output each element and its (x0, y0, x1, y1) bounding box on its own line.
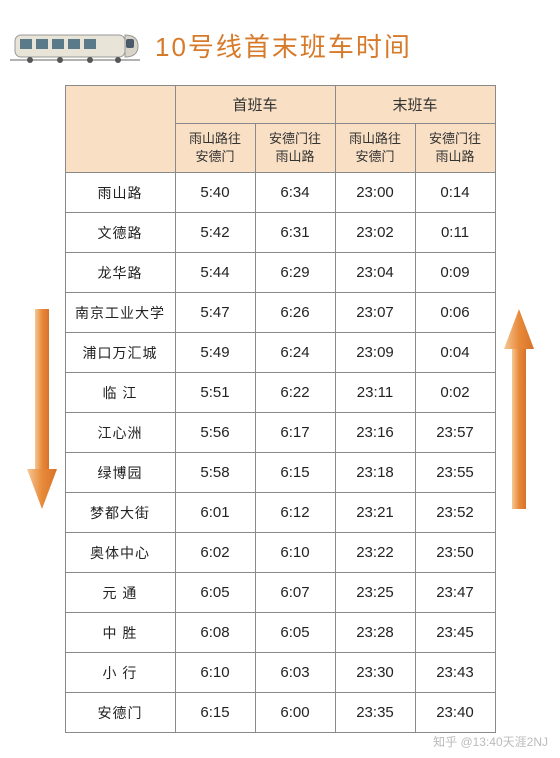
table-row: 梦都大街6:016:1223:2123:52 (65, 493, 495, 533)
last-dir1-cell: 23:04 (335, 253, 415, 293)
station-name: 元 通 (65, 573, 175, 613)
last-dir1-cell: 23:11 (335, 373, 415, 413)
last-dir1-cell: 23:30 (335, 653, 415, 693)
first-dir1-cell: 6:08 (175, 613, 255, 653)
first-dir1-cell: 5:44 (175, 253, 255, 293)
first-dir1-cell: 5:51 (175, 373, 255, 413)
last-dir1-cell: 23:02 (335, 213, 415, 253)
last-dir1-cell: 23:25 (335, 573, 415, 613)
last-dir2-cell: 0:06 (415, 293, 495, 333)
station-name: 江心洲 (65, 413, 175, 453)
first-dir1-cell: 5:56 (175, 413, 255, 453)
first-dir2-cell: 6:34 (255, 173, 335, 213)
first-dir1-cell: 5:49 (175, 333, 255, 373)
table-row: 龙华路5:446:2923:040:09 (65, 253, 495, 293)
first-dir1-cell: 6:01 (175, 493, 255, 533)
first-dir2-cell: 6:29 (255, 253, 335, 293)
first-dir2-cell: 6:31 (255, 213, 335, 253)
first-dir2-cell: 6:05 (255, 613, 335, 653)
last-dir2-cell: 23:52 (415, 493, 495, 533)
first-dir2-cell: 6:17 (255, 413, 335, 453)
page-header: 10号线首末班车时间 (0, 0, 560, 85)
last-dir1-cell: 23:22 (335, 533, 415, 573)
train-icon (10, 20, 140, 70)
station-name: 文德路 (65, 213, 175, 253)
first-dir1-cell: 6:05 (175, 573, 255, 613)
last-dir1-cell: 23:28 (335, 613, 415, 653)
table-row: 安德门6:156:0023:3523:40 (65, 693, 495, 733)
table-row: 元 通6:056:0723:2523:47 (65, 573, 495, 613)
last-dir1-cell: 23:16 (335, 413, 415, 453)
first-dir1-cell: 6:02 (175, 533, 255, 573)
station-name: 绿博园 (65, 453, 175, 493)
timetable: 首班车 末班车 雨山路往安德门 安德门往雨山路 雨山路往安德门 安德门往雨山路 … (65, 85, 496, 733)
last-dir2-cell: 23:40 (415, 693, 495, 733)
table-row: 雨山路5:406:3423:000:14 (65, 173, 495, 213)
table-row: 绿博园5:586:1523:1823:55 (65, 453, 495, 493)
last-dir1-cell: 23:21 (335, 493, 415, 533)
table-row: 中 胜6:086:0523:2823:45 (65, 613, 495, 653)
table-row: 小 行6:106:0323:3023:43 (65, 653, 495, 693)
last-dir1-header: 雨山路往安德门 (335, 124, 415, 173)
station-name: 雨山路 (65, 173, 175, 213)
table-row: 南京工业大学5:476:2623:070:06 (65, 293, 495, 333)
first-dir2-cell: 6:07 (255, 573, 335, 613)
table-row: 浦口万汇城5:496:2423:090:04 (65, 333, 495, 373)
last-dir2-cell: 0:02 (415, 373, 495, 413)
arrow-down-icon (27, 309, 57, 509)
first-dir2-cell: 6:10 (255, 533, 335, 573)
first-dir2-cell: 6:26 (255, 293, 335, 333)
first-dir2-cell: 6:00 (255, 693, 335, 733)
station-name: 奥体中心 (65, 533, 175, 573)
first-dir1-cell: 6:15 (175, 693, 255, 733)
first-dir1-cell: 6:10 (175, 653, 255, 693)
first-train-header: 首班车 (175, 86, 335, 124)
table-container: 首班车 末班车 雨山路往安德门 安德门往雨山路 雨山路往安德门 安德门往雨山路 … (0, 85, 560, 733)
table-row: 奥体中心6:026:1023:2223:50 (65, 533, 495, 573)
station-name: 龙华路 (65, 253, 175, 293)
last-dir2-cell: 23:55 (415, 453, 495, 493)
first-dir1-cell: 5:58 (175, 453, 255, 493)
station-name: 梦都大街 (65, 493, 175, 533)
last-dir1-cell: 23:00 (335, 173, 415, 213)
corner-header (65, 86, 175, 173)
last-dir1-cell: 23:07 (335, 293, 415, 333)
station-name: 临 江 (65, 373, 175, 413)
last-dir2-cell: 0:09 (415, 253, 495, 293)
last-dir1-cell: 23:35 (335, 693, 415, 733)
station-name: 安德门 (65, 693, 175, 733)
last-dir2-header: 安德门往雨山路 (415, 124, 495, 173)
table-row: 文德路5:426:3123:020:11 (65, 213, 495, 253)
last-dir2-cell: 0:04 (415, 333, 495, 373)
first-dir2-cell: 6:22 (255, 373, 335, 413)
station-name: 浦口万汇城 (65, 333, 175, 373)
last-dir2-cell: 23:45 (415, 613, 495, 653)
first-dir2-header: 安德门往雨山路 (255, 124, 335, 173)
last-dir2-cell: 23:43 (415, 653, 495, 693)
first-dir2-cell: 6:24 (255, 333, 335, 373)
station-name: 小 行 (65, 653, 175, 693)
first-dir1-header: 雨山路往安德门 (175, 124, 255, 173)
last-train-header: 末班车 (335, 86, 495, 124)
station-name: 中 胜 (65, 613, 175, 653)
table-row: 江心洲5:566:1723:1623:57 (65, 413, 495, 453)
last-dir2-cell: 23:50 (415, 533, 495, 573)
last-dir2-cell: 23:57 (415, 413, 495, 453)
page-title: 10号线首末班车时间 (155, 27, 412, 64)
last-dir1-cell: 23:18 (335, 453, 415, 493)
arrow-up-icon (504, 309, 534, 509)
station-name: 南京工业大学 (65, 293, 175, 333)
watermark: 知乎 @13:40天涯2NJ (433, 733, 548, 750)
first-dir1-cell: 5:40 (175, 173, 255, 213)
last-dir2-cell: 0:14 (415, 173, 495, 213)
table-row: 临 江5:516:2223:110:02 (65, 373, 495, 413)
first-dir1-cell: 5:47 (175, 293, 255, 333)
first-dir2-cell: 6:03 (255, 653, 335, 693)
last-dir2-cell: 23:47 (415, 573, 495, 613)
last-dir2-cell: 0:11 (415, 213, 495, 253)
first-dir1-cell: 5:42 (175, 213, 255, 253)
first-dir2-cell: 6:15 (255, 453, 335, 493)
first-dir2-cell: 6:12 (255, 493, 335, 533)
last-dir1-cell: 23:09 (335, 333, 415, 373)
